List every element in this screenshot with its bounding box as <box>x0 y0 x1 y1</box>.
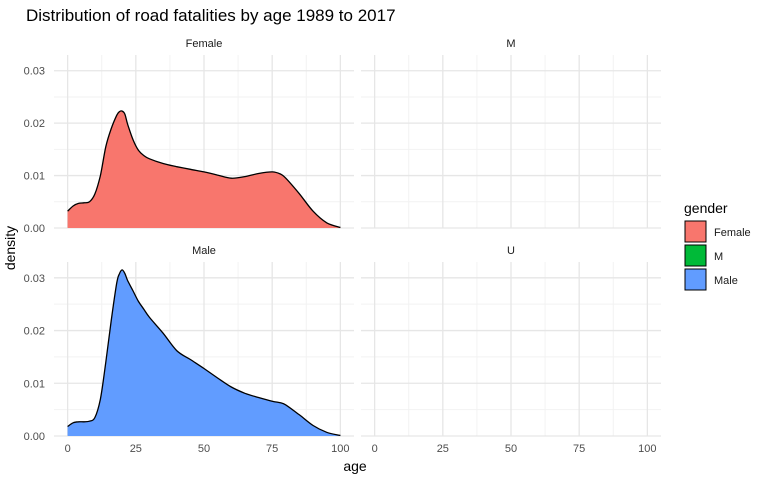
facet-strip-label: Male <box>192 245 216 257</box>
chart-title: Distribution of road fatalities by age 1… <box>26 6 396 25</box>
facet-panel-male: Male 0.00 0.01 0.02 0.03 0 25 50 75 100 <box>24 245 354 455</box>
y-tick-label: 0.02 <box>24 326 45 338</box>
y-tick-label: 0.00 <box>24 431 45 443</box>
x-tick-label: 0 <box>372 443 378 455</box>
facet-strip-label: M <box>506 38 515 50</box>
y-tick-label: 0.00 <box>24 223 45 235</box>
facet-panel-u: U 0 25 50 75 100 <box>361 245 661 455</box>
density-outline-female <box>67 110 341 229</box>
legend-swatch <box>684 220 707 243</box>
y-tick-label: 0.03 <box>24 66 45 78</box>
facet-strip-label: Female <box>186 38 223 50</box>
density-area-male <box>67 269 341 436</box>
legend-label: Male <box>714 275 738 287</box>
x-tick-label: 50 <box>198 443 210 455</box>
y-tick-label: 0.02 <box>24 118 45 130</box>
x-tick-label: 75 <box>266 443 278 455</box>
legend-label: M <box>714 251 723 263</box>
x-tick-label: 75 <box>573 443 585 455</box>
x-tick-label: 100 <box>331 443 349 455</box>
legend-swatch <box>684 268 707 291</box>
legend-item-male: Male <box>684 268 738 291</box>
facet-panel-female: Female 0.00 0.01 0.02 0.03 <box>24 38 354 235</box>
legend-label: Female <box>714 227 751 239</box>
legend-title: gender <box>684 200 728 216</box>
legend-item-m: M <box>684 244 723 267</box>
y-tick-label: 0.01 <box>24 378 45 390</box>
x-tick-label: 100 <box>638 443 656 455</box>
x-tick-label: 0 <box>65 443 71 455</box>
facet-panel-m: M <box>361 38 661 229</box>
y-tick-label: 0.01 <box>24 171 45 183</box>
y-tick-label: 0.03 <box>24 273 45 285</box>
x-tick-label: 25 <box>130 443 142 455</box>
legend-swatch <box>684 244 707 267</box>
x-tick-label: 50 <box>505 443 517 455</box>
x-axis-label: age <box>343 458 367 474</box>
legend-item-female: Female <box>684 220 751 243</box>
facet-panels: Female 0.00 0.01 0.02 0.03 M Male 0.00 0.01 0.02 0… <box>24 38 661 455</box>
facet-strip-label: U <box>507 245 515 257</box>
density-outline-male <box>67 269 341 437</box>
legend: gender Female M Male <box>684 200 751 291</box>
density-area-female <box>67 110 341 228</box>
x-tick-label: 25 <box>437 443 449 455</box>
y-axis-label: density <box>2 226 18 270</box>
